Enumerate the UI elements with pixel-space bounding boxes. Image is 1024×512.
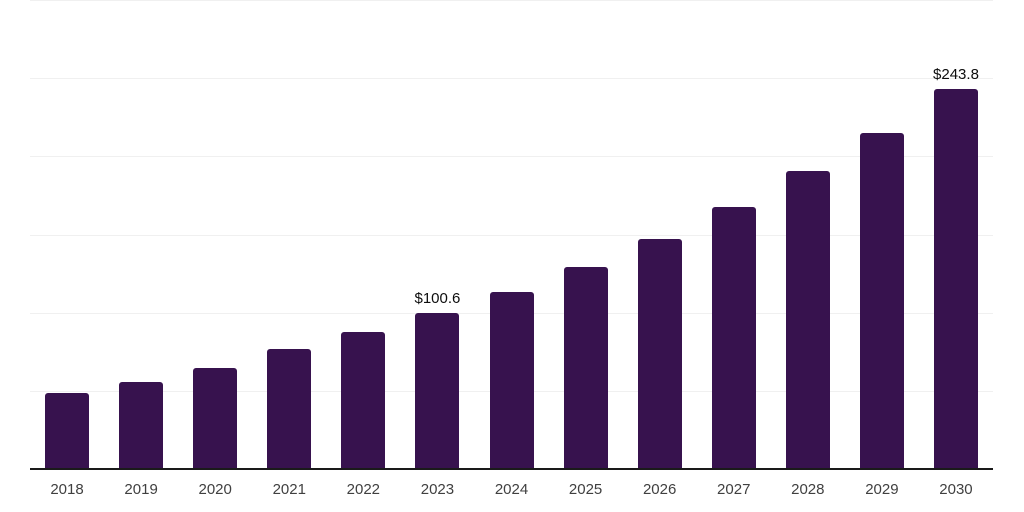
bar-2019 (119, 381, 164, 470)
x-tick-label-2026: 2026 (642, 481, 677, 498)
bar-2030 (933, 88, 978, 470)
bar-slot-2028 (771, 0, 845, 470)
bar-2029 (859, 132, 904, 470)
bar-value-label-2023: $100.6 (414, 289, 461, 307)
bar-slot-2029 (845, 0, 919, 470)
x-axis-line (30, 468, 993, 470)
bar-value-label-2030: $243.8 (933, 65, 979, 83)
bar-2020 (193, 368, 238, 470)
gridline-200 (30, 156, 993, 158)
x-tick-label-2024: 2024 (494, 481, 529, 498)
x-tick-label-2021: 2021 (272, 481, 306, 498)
x-tick-label-2030: 2030 (939, 481, 973, 498)
x-axis-labels: 2018 2019 2020 2021 2022 2023 2024 2025 2026 2027… (30, 480, 993, 500)
bar-2024 (489, 291, 534, 470)
bar-slot-2022 (326, 0, 400, 470)
plot-area: $100.6 $243.8 (30, 0, 993, 470)
bar-slot-2018 (30, 0, 104, 470)
x-tick-label-2019: 2019 (124, 481, 158, 498)
bar-slot-2027 (697, 0, 771, 470)
x-tick-label-2028: 2028 (791, 481, 825, 498)
x-tick-label-2020: 2020 (198, 481, 232, 498)
bar-slot-2030: $243.8 (919, 0, 993, 470)
bar-2027 (711, 207, 756, 470)
bar-slot-2019 (104, 0, 178, 470)
bar-slot-2026 (623, 0, 697, 470)
bar-2028 (785, 171, 830, 470)
x-tick-label-2022: 2022 (346, 481, 381, 498)
gridline-300 (30, 0, 993, 1)
x-tick-label-2018: 2018 (50, 481, 84, 498)
x-tick-label-2027: 2027 (717, 481, 751, 498)
bar-2023 (415, 312, 460, 470)
bar-2026 (637, 238, 682, 470)
x-tick-label-2025: 2025 (568, 481, 603, 498)
bar-2022 (341, 331, 386, 470)
bar-slot-2020 (178, 0, 252, 470)
bars-layer: $100.6 $243.8 (30, 0, 993, 470)
bar-slot-2023: $100.6 (400, 0, 474, 470)
x-tick-label-2023: 2023 (420, 481, 455, 498)
bar-2025 (563, 266, 608, 470)
gridline-150 (30, 234, 993, 236)
bar-slot-2025 (549, 0, 623, 470)
x-tick-label-2029: 2029 (865, 481, 899, 498)
gridline-250 (30, 78, 993, 80)
bar-slot-2021 (252, 0, 326, 470)
bar-2021 (267, 349, 312, 470)
bar-slot-2024 (474, 0, 548, 470)
bar-2018 (45, 393, 90, 470)
